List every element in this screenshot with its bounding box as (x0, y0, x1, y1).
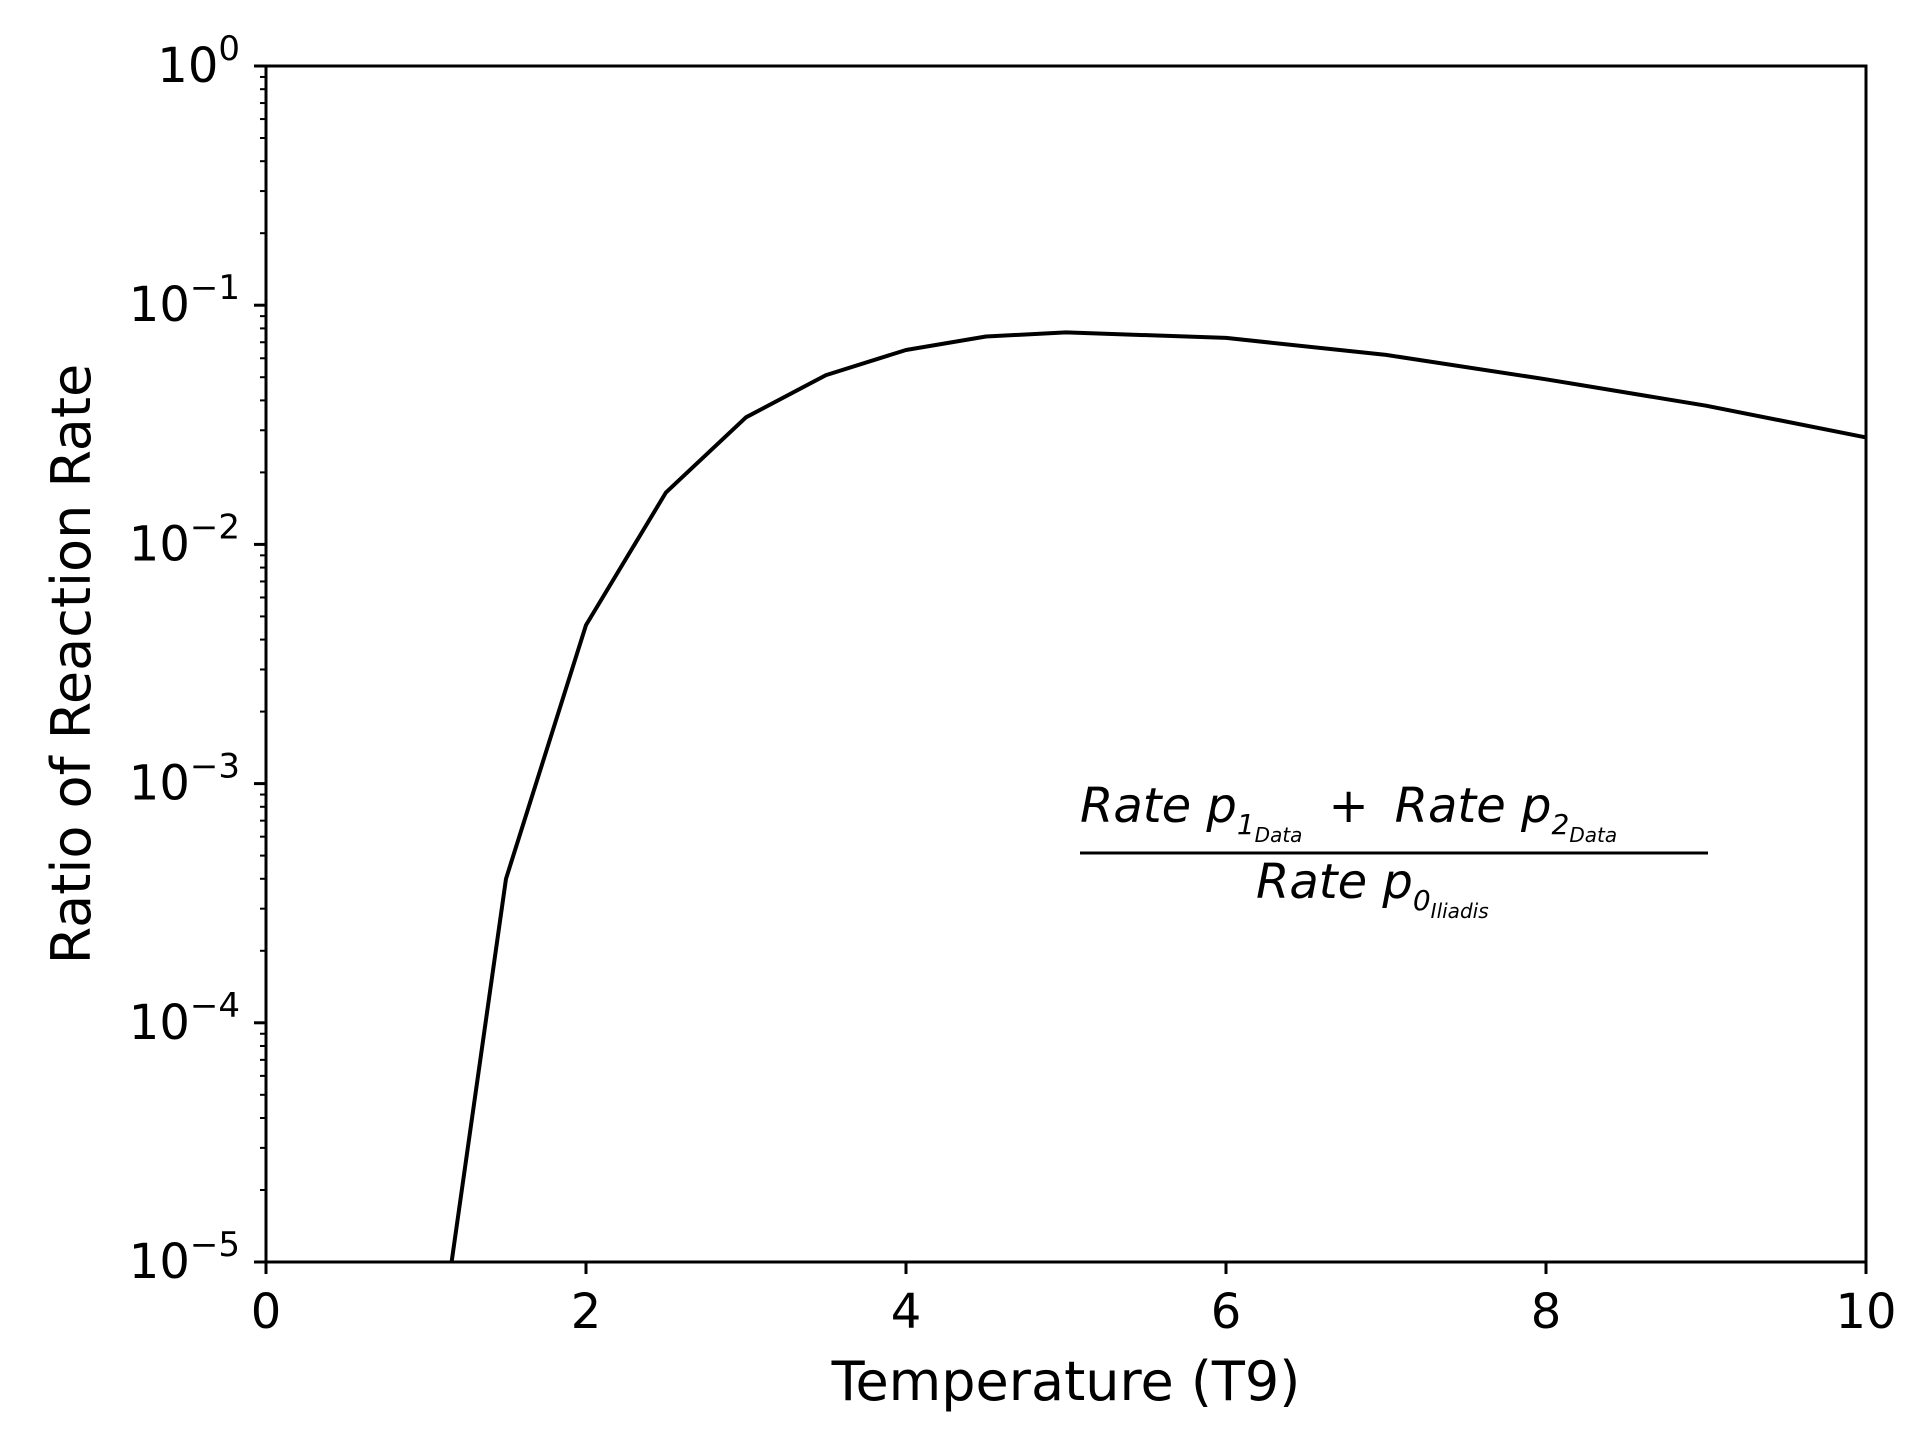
numerator-term2-sub: 2 (1552, 808, 1570, 841)
y-tick-base: 10 (129, 995, 190, 1051)
numerator-term2-text: Rate p (1395, 778, 1552, 834)
denominator-sub: 0 (1413, 884, 1431, 917)
x-tick-label: 8 (1531, 1284, 1562, 1340)
y-minor-ticks (260, 75, 266, 1191)
x-ticks: 0 2 4 6 8 10 (251, 1262, 1897, 1340)
y-tick-base: 10 (129, 516, 190, 572)
y-tick-label: 10−4 (129, 986, 240, 1051)
x-axis-label: Temperature (T9) (831, 1350, 1301, 1413)
y-tick-exponent: 0 (218, 29, 240, 69)
formula-operator: + (1328, 778, 1368, 834)
y-tick-base: 10 (157, 38, 218, 94)
x-tick-label: 6 (1211, 1284, 1242, 1340)
y-tick-base: 10 (129, 1234, 190, 1290)
numerator-term1-text: Rate p (1080, 778, 1237, 834)
y-tick-exponent: −5 (190, 1225, 240, 1265)
y-tick-label: 10−2 (129, 507, 240, 572)
y-tick-exponent: −1 (190, 268, 240, 308)
denominator-text: Rate p (1256, 854, 1413, 910)
y-tick-label: 10−3 (129, 747, 240, 812)
series-layer (449, 330, 1867, 1263)
y-tick-base: 10 (129, 756, 190, 812)
y-tick-base: 10 (129, 277, 190, 333)
y-axis-label: Ratio of Reaction Rate (40, 364, 103, 965)
formula-numerator: Rate p1Data+ Rate p2Data (1080, 778, 1617, 847)
x-tick-label: 4 (891, 1284, 922, 1340)
plot-frame (264, 64, 1868, 1264)
y-tick-label: 100 (157, 29, 240, 94)
numerator-term1-subsub: Data (1255, 823, 1303, 847)
formula-denominator: Rate p0Iliadis (1256, 854, 1489, 923)
series-line (449, 330, 1867, 1263)
y-tick-label: 10−1 (129, 268, 240, 333)
numerator-term1-sub: 1 (1237, 808, 1255, 841)
x-tick-label: 0 (251, 1284, 282, 1340)
y-tick-label: 10−5 (129, 1225, 240, 1290)
y-tick-exponent: −4 (190, 986, 240, 1026)
numerator-term2-subsub: Data (1569, 823, 1617, 847)
formula-annotation: Rate p1Data+ Rate p2Data Rate p0Iliadis (1080, 778, 1708, 923)
denominator-subsub: Iliadis (1431, 899, 1489, 923)
x-tick-label: 10 (1835, 1284, 1896, 1340)
x-tick-label: 2 (571, 1284, 602, 1340)
y-tick-exponent: −2 (190, 507, 240, 547)
y-tick-exponent: −3 (190, 747, 240, 787)
